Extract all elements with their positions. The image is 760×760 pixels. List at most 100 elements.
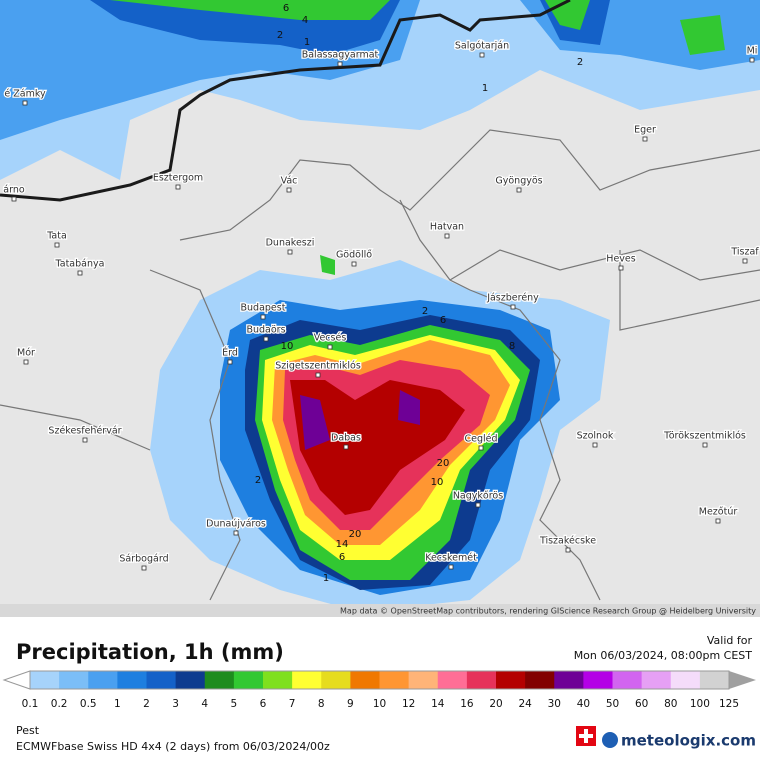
colorbar-label: 1 (114, 698, 121, 710)
colorbar-swatch (204, 671, 235, 689)
city-label: Mezőtúr (699, 507, 738, 518)
city-marker (337, 61, 343, 67)
city-label: Vecsés (314, 333, 347, 344)
colorbar-swatch (525, 671, 555, 689)
city-marker (592, 442, 598, 448)
colorbar-swatch (263, 671, 293, 689)
city-label: Gyöngyös (495, 176, 542, 187)
colorbar-label: 5 (231, 698, 238, 710)
city-label: Nagykőrös (453, 491, 503, 502)
colorbar-swatch (30, 671, 60, 689)
city-marker (343, 444, 349, 450)
city-label: Balassagyarmat (302, 50, 379, 61)
contour-label: 4 (302, 15, 308, 26)
city-label: Törökszentmiklós (663, 431, 746, 442)
colorbar-label: 30 (548, 698, 561, 710)
colorbar-label: 24 (518, 698, 532, 710)
contour-label: 2 (277, 30, 283, 41)
city-label: Tiszakécske (539, 536, 596, 547)
city-label: Hatvan (430, 222, 464, 233)
colorbar-swatch (175, 671, 206, 689)
colorbar-label: 8 (318, 698, 325, 710)
colorbar-swatch (350, 671, 380, 689)
city-marker (448, 564, 454, 570)
city-label: é Zámky (4, 89, 46, 100)
city-marker (642, 136, 648, 142)
contour-label: 2 (255, 475, 261, 486)
contour-label: 2 (577, 57, 583, 68)
contour-label: 10 (281, 341, 294, 352)
colorbar-swatch (292, 671, 322, 689)
colorbar-arrow-left (2, 670, 31, 690)
colorbar-label: 9 (347, 698, 354, 710)
city-marker (475, 502, 481, 508)
city-marker (327, 344, 333, 350)
city-marker (23, 359, 29, 365)
colorbar-swatch (59, 671, 89, 689)
city-marker (715, 518, 721, 524)
city-marker (77, 270, 83, 276)
city-label: Gödöllő (336, 250, 372, 261)
contour-label: 8 (509, 341, 515, 352)
colorbar-swatch (466, 671, 497, 689)
colorbar-label: 3 (172, 698, 179, 710)
city-marker (82, 437, 88, 443)
city-marker (263, 336, 269, 342)
colorbar-swatch (321, 671, 351, 689)
city-label: Szolnok (577, 431, 614, 442)
colorbar-frame (29, 670, 730, 690)
model-info: ECMWFbase Swiss HD 4x4 (2 days) from 06/… (16, 740, 330, 753)
colorbar-label: 125 (719, 698, 739, 710)
brand: meteologix.com (621, 732, 756, 750)
city-marker (351, 261, 357, 267)
colorbar-label: 0.5 (80, 698, 97, 710)
city-label: Tata (46, 231, 67, 242)
colorbar-swatch (88, 671, 118, 689)
city-label: Jászberény (486, 293, 539, 304)
contour-label: 1 (323, 573, 329, 584)
colorbar-swatch (408, 671, 439, 689)
contour-label: 6 (440, 315, 446, 326)
contour-label: 1 (482, 83, 488, 94)
city-marker (287, 249, 293, 255)
valid-label: Valid for (707, 634, 753, 647)
city-marker (315, 372, 321, 378)
city-marker (286, 187, 292, 193)
colorbar-swatch (612, 671, 643, 689)
city-marker (141, 565, 147, 571)
city-label: Szigetszentmiklós (275, 361, 361, 372)
colorbar-swatch (554, 671, 584, 689)
city-marker (478, 445, 484, 451)
contour-label: 1 (304, 37, 310, 48)
valid-time: Mon 06/03/2024, 08:00pm CEST (574, 649, 753, 662)
contour-label: 10 (431, 477, 444, 488)
city-label: Cegléd (464, 434, 497, 445)
city-label: árno (3, 185, 25, 196)
contour-label: 2 (422, 306, 428, 317)
colorbar-label: 100 (690, 698, 710, 710)
colorbar-swatch (699, 671, 730, 689)
city-label: Székesfehérvár (48, 426, 121, 437)
city-marker (233, 530, 239, 536)
city-marker (702, 442, 708, 448)
city-label: Dunaújváros (206, 519, 266, 530)
colorbar-label: 10 (373, 698, 386, 710)
city-marker (260, 314, 266, 320)
colorbar-swatch (146, 671, 177, 689)
contour-label: 6 (283, 3, 289, 14)
city-marker (444, 233, 450, 239)
city-label: Dabas (331, 433, 361, 444)
city-label: Esztergom (153, 173, 203, 184)
map-labels: Balassagyarmat Salgótarján é Zámky Eger árno… (2, 3, 760, 584)
brand-logo (602, 732, 618, 748)
city-label: Salgótarján (455, 41, 509, 52)
country-border (0, 0, 571, 202)
contour-label: 14 (336, 539, 349, 550)
city-marker (479, 52, 485, 58)
city-marker (175, 184, 181, 190)
city-marker (565, 547, 571, 553)
colorbar-swatch (379, 671, 410, 689)
city-label: Érd (222, 347, 238, 359)
